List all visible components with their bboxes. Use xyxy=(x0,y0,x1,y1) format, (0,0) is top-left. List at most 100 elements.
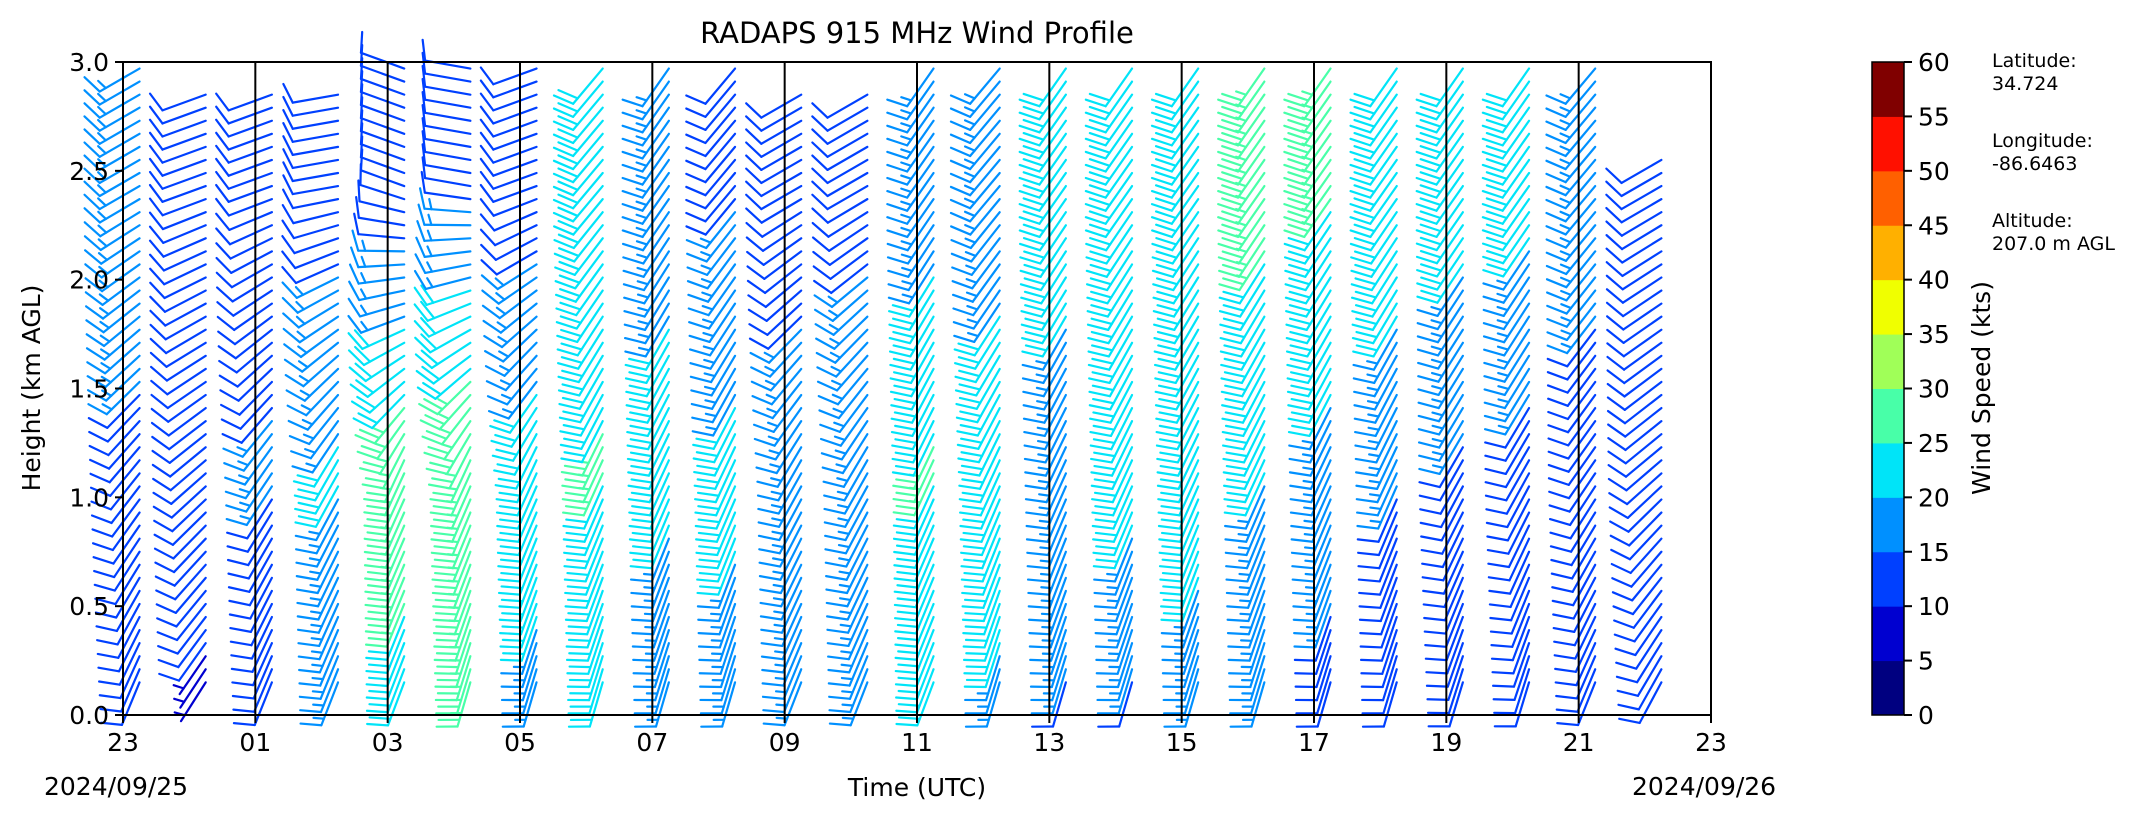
wind-barb-feather xyxy=(692,443,715,450)
wind-barb-feather xyxy=(1089,444,1113,451)
wind-barb-feather xyxy=(1161,545,1185,550)
wind-barb-feather xyxy=(1090,304,1113,312)
wind-barb-shaft xyxy=(826,158,869,185)
wind-barb-feather xyxy=(1485,508,1508,515)
wind-barb-half-feather xyxy=(297,345,308,354)
wind-barb-half-feather xyxy=(1368,453,1381,458)
wind-barb-shaft xyxy=(231,276,273,303)
wind-barb-shaft xyxy=(359,64,406,83)
wind-barb-feather xyxy=(696,591,720,596)
wind-barb-feather xyxy=(1019,256,1042,265)
wind-barb-half-feather xyxy=(635,187,648,193)
wind-barb-feather xyxy=(1288,304,1312,312)
wind-barb-feather xyxy=(282,82,294,104)
wind-barb-feather xyxy=(1084,111,1107,121)
wind-barb-half-feather xyxy=(428,197,433,211)
wind-barb-shaft xyxy=(1378,537,1398,583)
wind-barb-feather xyxy=(1415,242,1438,252)
wind-barb-shaft xyxy=(291,145,340,156)
wind-barb-feather xyxy=(1552,626,1576,633)
wind-barb-feather xyxy=(1554,681,1578,687)
wind-barb-feather xyxy=(1608,506,1629,519)
wind-barb-half-feather xyxy=(1559,132,1572,139)
wind-barb-feather xyxy=(1484,467,1507,475)
wind-barb-feather xyxy=(697,518,721,524)
wind-barb-feather xyxy=(215,242,232,260)
wind-barb-feather xyxy=(366,518,390,524)
wind-barb-feather xyxy=(960,464,984,471)
wind-barb-shaft xyxy=(1566,354,1597,394)
wind-barb-feather xyxy=(148,157,164,177)
wind-barb-half-feather xyxy=(101,403,113,411)
wind-barb-shaft xyxy=(175,602,207,642)
wind-barb-feather xyxy=(561,498,585,504)
wind-barb-half-feather xyxy=(438,413,451,420)
wind-barb-feather xyxy=(1546,291,1568,302)
wind-barb-shaft xyxy=(827,211,869,238)
wind-barb-feather xyxy=(497,591,521,596)
wind-barb-feather xyxy=(1221,417,1245,424)
wind-barb-shaft xyxy=(247,524,273,567)
wind-barb-feather xyxy=(1481,124,1504,134)
wind-barb-half-feather xyxy=(702,345,715,351)
wind-barb-feather xyxy=(1349,229,1372,239)
wind-barb-half-feather xyxy=(831,393,844,400)
wind-barb-shaft xyxy=(1440,485,1464,529)
wind-barb-feather xyxy=(826,642,850,648)
wind-barb-feather xyxy=(621,229,644,239)
wind-barb-feather xyxy=(892,497,916,504)
wind-barb-feather xyxy=(959,410,982,418)
wind-barb-half-feather xyxy=(829,351,842,359)
wind-barb-feather xyxy=(691,430,715,437)
wind-barb-feather xyxy=(84,277,104,293)
wind-barb-feather xyxy=(1612,605,1635,616)
wind-barb-feather xyxy=(1351,336,1375,345)
wind-barb-half-feather xyxy=(495,306,507,316)
wind-barb-feather xyxy=(1545,238,1567,249)
wind-barb-feather xyxy=(1088,390,1112,398)
wind-barb-shaft xyxy=(161,132,207,151)
wind-barb-shaft xyxy=(423,150,472,162)
wind-barb-shaft xyxy=(161,93,207,112)
wind-barb-feather xyxy=(1160,618,1184,623)
wind-barb-feather xyxy=(215,92,230,112)
wind-barb-feather xyxy=(1424,644,1448,648)
wind-barb-feather xyxy=(1485,118,1508,128)
wind-barb-feather xyxy=(1287,145,1310,154)
wind-barb-feather xyxy=(496,538,520,543)
wind-barb-feather xyxy=(964,625,988,629)
wind-barb-feather xyxy=(479,170,495,190)
wind-barb-feather xyxy=(698,571,722,577)
wind-barb-half-feather xyxy=(1366,400,1380,405)
wind-barb-feather xyxy=(1288,277,1311,286)
wind-barb-feather xyxy=(893,397,917,405)
wind-barb-feather xyxy=(1157,498,1181,504)
wind-barb-feather xyxy=(1351,310,1374,318)
wind-barb-feather xyxy=(1291,591,1315,596)
wind-barb-feather xyxy=(1155,250,1178,259)
wind-barb-half-feather xyxy=(312,716,326,720)
wind-barb-feather xyxy=(697,531,721,537)
wind-barb-feather xyxy=(1483,428,1507,436)
wind-barb-feather xyxy=(748,323,769,336)
wind-barb-feather xyxy=(1023,431,1046,438)
wind-barb-shaft xyxy=(164,328,207,355)
wind-barb-half-feather xyxy=(426,277,434,289)
wind-barb-feather xyxy=(1222,290,1245,299)
wind-barb-shaft xyxy=(1622,302,1663,331)
wind-barb-feather xyxy=(1419,223,1442,233)
wind-barb-feather xyxy=(368,676,392,681)
y-tick-label: 0.0 xyxy=(69,701,109,730)
wind-barb-feather xyxy=(354,362,373,379)
wind-barb-shaft xyxy=(1635,629,1663,670)
wind-barb-feather xyxy=(557,89,579,100)
wind-barb-feather xyxy=(98,694,122,700)
wind-barb-feather xyxy=(629,438,653,445)
wind-barb-feather xyxy=(1421,576,1445,582)
wind-barb-half-feather xyxy=(311,676,325,681)
wind-barb-half-feather xyxy=(1430,332,1443,338)
wind-barb-feather xyxy=(1353,197,1376,207)
wind-barb-feather xyxy=(567,638,591,642)
wind-barb-feather xyxy=(1219,350,1243,358)
wind-barb-feather xyxy=(1223,330,1246,339)
